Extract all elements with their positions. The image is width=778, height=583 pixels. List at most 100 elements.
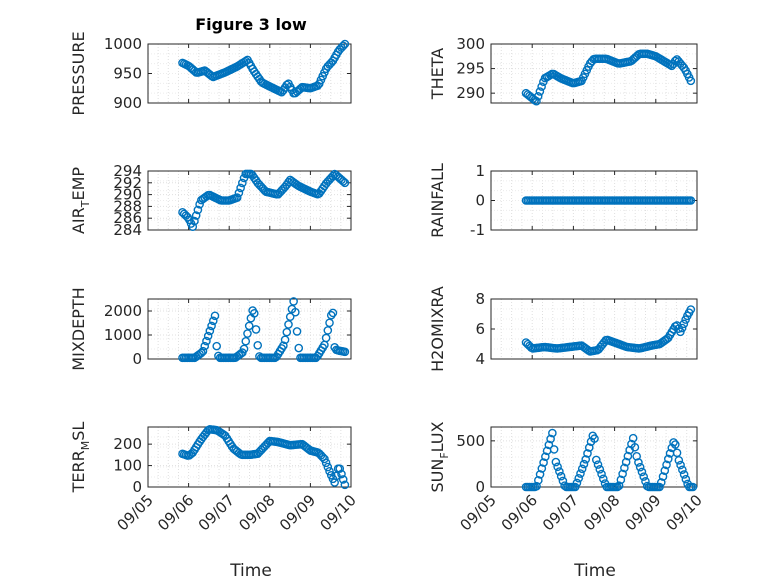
y-tick-label: 300 bbox=[456, 35, 485, 53]
data-point bbox=[676, 460, 685, 470]
y-tick-label: 900 bbox=[113, 94, 142, 112]
data-point bbox=[635, 462, 645, 472]
data-point bbox=[535, 470, 545, 479]
data-point bbox=[207, 321, 216, 331]
y-tick-label: 1 bbox=[475, 162, 485, 180]
data-point bbox=[591, 455, 601, 465]
data-point bbox=[241, 336, 251, 346]
y-axis-label: TERRMSL bbox=[69, 422, 92, 494]
subplot-1: 900 950 1000 PRESSURE bbox=[69, 31, 352, 116]
y-axis-label: PRESSURE bbox=[69, 31, 88, 115]
data-point bbox=[572, 478, 582, 488]
data-point bbox=[655, 482, 664, 492]
data-point bbox=[630, 442, 640, 452]
data-point bbox=[656, 478, 666, 487]
data-point bbox=[583, 449, 592, 458]
data-point bbox=[243, 329, 252, 338]
data-point bbox=[340, 480, 350, 490]
data-point bbox=[613, 482, 622, 492]
y-tick-label: 100 bbox=[113, 457, 142, 475]
data-point bbox=[671, 440, 680, 449]
data-point bbox=[320, 454, 329, 464]
y-tick-label: 290 bbox=[456, 84, 485, 102]
y-tick-label: 0 bbox=[132, 350, 142, 368]
y-tick-label: 200 bbox=[113, 435, 142, 453]
y-tick-label: 6 bbox=[475, 320, 485, 338]
data-point bbox=[244, 321, 254, 331]
data-point bbox=[532, 96, 541, 106]
y-tick-label: 295 bbox=[456, 60, 485, 78]
data-point bbox=[323, 326, 333, 335]
data-point bbox=[337, 469, 346, 479]
data-point bbox=[677, 323, 687, 333]
data-point bbox=[639, 472, 649, 481]
data-point bbox=[539, 458, 548, 467]
data-point bbox=[597, 469, 606, 479]
y-tick-label: 1000 bbox=[104, 326, 142, 344]
y-axis-label: AIRTEMP bbox=[69, 167, 92, 234]
y-tick-label: 284 bbox=[113, 221, 142, 239]
data-point bbox=[548, 428, 557, 438]
subplot-2: 290 295 300 THETA bbox=[428, 35, 698, 106]
x-axis-label-right: Time bbox=[573, 561, 616, 581]
data-point bbox=[662, 460, 671, 470]
axes-box bbox=[147, 298, 352, 360]
data-point bbox=[658, 472, 668, 481]
data-point bbox=[546, 434, 555, 444]
x-axis-label-left: Time bbox=[229, 561, 272, 581]
data-point bbox=[688, 482, 698, 492]
data-point bbox=[570, 482, 580, 492]
data-point bbox=[544, 440, 554, 450]
data-point bbox=[292, 327, 302, 336]
y-tick-label: 1000 bbox=[104, 35, 142, 53]
data-point bbox=[236, 183, 245, 193]
data-point bbox=[623, 451, 633, 461]
data-point bbox=[541, 452, 550, 461]
data-point bbox=[553, 462, 562, 472]
y-axis-label: RAINFALL bbox=[428, 163, 447, 238]
data-point bbox=[669, 438, 678, 447]
data-point bbox=[200, 341, 210, 351]
data-point bbox=[251, 325, 261, 334]
y-tick-label: 2000 bbox=[104, 302, 142, 320]
axes-box bbox=[147, 426, 352, 488]
y-axis-label: H2OMIXRA bbox=[428, 286, 447, 372]
data-point bbox=[590, 434, 599, 443]
data-point bbox=[678, 465, 687, 475]
data-point bbox=[679, 319, 689, 329]
data-point bbox=[551, 457, 561, 467]
data-point bbox=[338, 177, 348, 186]
data-point bbox=[190, 216, 199, 226]
data-point bbox=[637, 467, 647, 477]
data-point bbox=[234, 188, 244, 198]
data-point bbox=[338, 475, 348, 484]
data-point bbox=[210, 311, 220, 321]
data-point bbox=[593, 460, 603, 469]
y-tick-label: 8 bbox=[475, 290, 485, 308]
data-point bbox=[335, 464, 345, 473]
data-point bbox=[534, 475, 543, 485]
y-tick-label: 500 bbox=[456, 432, 485, 450]
data-point bbox=[253, 340, 263, 350]
data-point bbox=[577, 464, 587, 474]
data-point bbox=[291, 307, 300, 317]
y-tick-label: 0 bbox=[475, 478, 485, 496]
data-point bbox=[537, 464, 547, 473]
data-point bbox=[197, 348, 206, 358]
data-point bbox=[660, 466, 670, 475]
data-point bbox=[533, 92, 543, 101]
y-axis-label: SUNFLUX bbox=[428, 421, 451, 492]
data-point bbox=[340, 39, 350, 49]
data-point bbox=[576, 469, 585, 478]
y-tick-label: 292 bbox=[113, 174, 142, 192]
data-point bbox=[595, 465, 605, 474]
data-point bbox=[628, 433, 638, 443]
data-point bbox=[537, 82, 546, 91]
data-point bbox=[321, 458, 331, 468]
axes-box bbox=[490, 426, 698, 488]
data-point bbox=[326, 310, 336, 320]
data-point bbox=[232, 193, 242, 202]
